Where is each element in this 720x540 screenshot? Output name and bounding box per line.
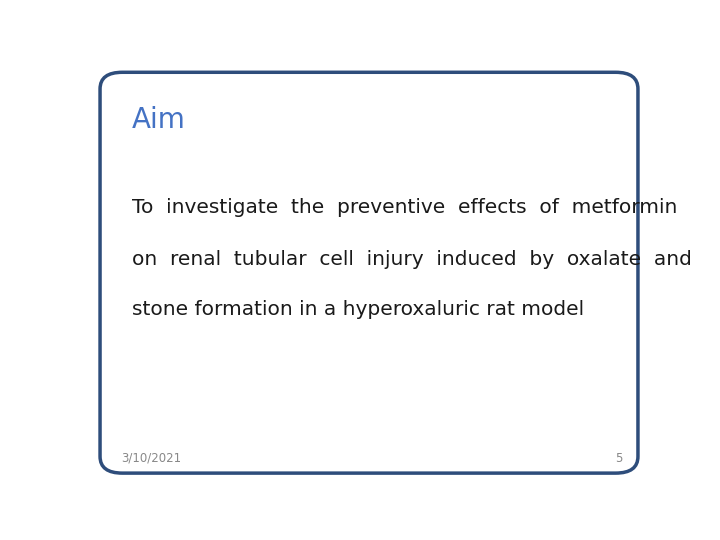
Text: Aim: Aim bbox=[132, 106, 186, 134]
Text: To  investigate  the  preventive  effects  of  metformin: To investigate the preventive effects of… bbox=[132, 198, 678, 217]
Text: on  renal  tubular  cell  injury  induced  by  oxalate  and: on renal tubular cell injury induced by … bbox=[132, 250, 692, 269]
Text: 5: 5 bbox=[616, 452, 623, 465]
FancyBboxPatch shape bbox=[100, 72, 638, 473]
Text: stone formation in a hyperoxaluric rat model: stone formation in a hyperoxaluric rat m… bbox=[132, 300, 584, 319]
Text: 3/10/2021: 3/10/2021 bbox=[121, 452, 181, 465]
